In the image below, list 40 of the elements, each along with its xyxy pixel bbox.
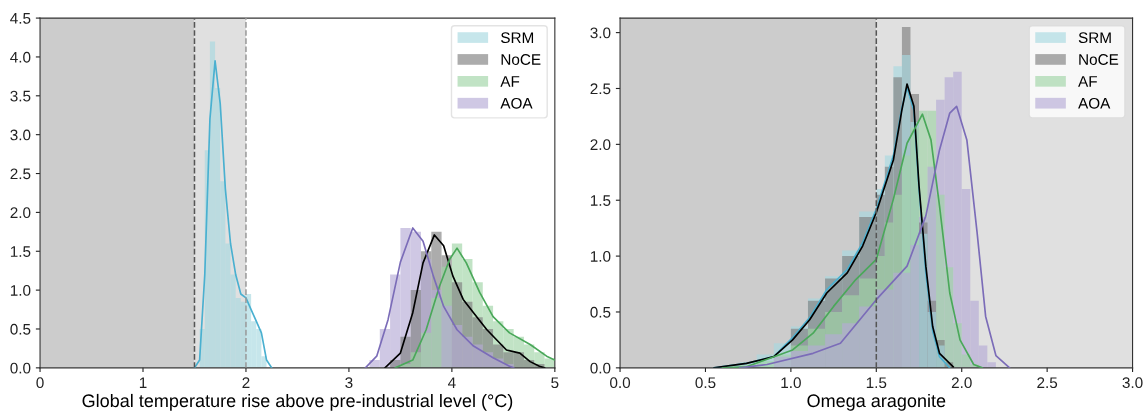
x-tick-label: 5: [551, 377, 559, 389]
legend-label: SRM: [501, 32, 534, 44]
y-tick-label: 1.5: [10, 246, 31, 257]
y-tick-label: 3.0: [10, 129, 31, 141]
x-tick-label: 3.0: [1122, 377, 1143, 389]
legend-label: AOA: [500, 97, 533, 109]
y-tick-label: 1.0: [10, 284, 31, 296]
y-tick-label: 3.5: [10, 90, 31, 102]
y-tick-label: 0.0: [10, 362, 31, 374]
y-tick-label: 0.5: [10, 323, 31, 335]
x-tick-label: 4: [447, 377, 456, 388]
legend-label: NoCE: [1079, 54, 1119, 65]
x-tick-label: 1: [139, 377, 147, 388]
y-tick-label: 4.5: [10, 13, 31, 24]
x-tick-label: 0: [36, 377, 44, 389]
x-tick-label: 3: [345, 377, 353, 389]
legend-label: SRM: [1078, 32, 1111, 44]
x-tick-label: 0.5: [695, 377, 716, 389]
y-tick-label: 2.0: [10, 207, 31, 219]
legend-label: NoCE: [501, 54, 541, 65]
x-tick-label: 0.0: [610, 377, 631, 389]
y-tick-label: 2.0: [590, 139, 611, 151]
y-tick-label: 3.0: [590, 27, 611, 39]
y-tick-label: 1.0: [590, 250, 611, 262]
x-tick-label: 2: [242, 377, 250, 388]
x-tick-label: 2.0: [951, 377, 972, 389]
legend-label: AF: [500, 76, 520, 87]
y-tick-label: 0.5: [590, 306, 611, 318]
x-tick-label: 2.5: [1037, 377, 1058, 389]
x-axis-title: Global temperature rise above pre-industrial level (°C): [82, 393, 513, 411]
y-tick-label: 1.5: [590, 195, 611, 206]
y-tick-label: 0.0: [590, 362, 611, 374]
legend-label: AF: [1078, 76, 1097, 87]
x-tick-label: 1.5: [866, 377, 887, 389]
x-axis-title: Omega aragonite: [807, 393, 946, 411]
x-tick-label: 1.0: [781, 377, 801, 389]
y-tick-label: 4.0: [10, 51, 31, 63]
legend-label: AOA: [1078, 97, 1111, 109]
y-tick-label: 2.5: [590, 83, 611, 95]
y-tick-label: 2.5: [10, 168, 31, 180]
